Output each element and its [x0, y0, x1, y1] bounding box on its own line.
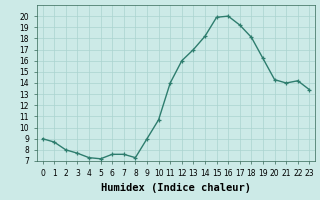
X-axis label: Humidex (Indice chaleur): Humidex (Indice chaleur) [101, 183, 251, 193]
